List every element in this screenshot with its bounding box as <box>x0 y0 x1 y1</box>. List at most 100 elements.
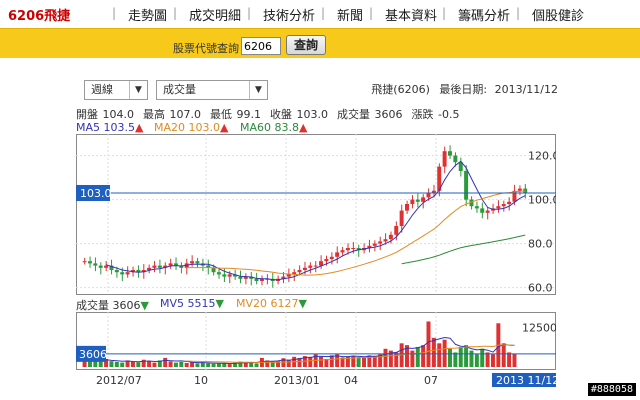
candle-body <box>431 190 436 193</box>
ohlc-summary: 開盤 104.0 最高 107.0 最低 99.1 收盤 103.0 成交量 3… <box>76 106 459 122</box>
candle-body <box>464 171 469 200</box>
grid <box>76 134 556 370</box>
close-value: 103.0 <box>296 108 329 121</box>
candle-body <box>168 263 173 266</box>
candle-body <box>512 190 517 202</box>
ma20-line <box>186 190 526 276</box>
volume-bar <box>222 363 227 367</box>
query-bar: 股票代號查詢 查詢 <box>0 28 640 58</box>
candle-body <box>254 278 259 281</box>
candle-body <box>410 199 415 204</box>
candle-body <box>501 204 506 207</box>
candle-body <box>458 162 463 171</box>
volume-bar <box>474 354 479 367</box>
candle-body <box>216 272 221 275</box>
candle-body <box>453 155 458 163</box>
nav-stock-title[interactable]: 6206飛捷 <box>8 9 71 24</box>
nav-separator: | <box>321 6 326 20</box>
nav-fundamentals[interactable]: 基本資料 <box>385 9 438 24</box>
volume-label: 成交量 <box>337 108 370 121</box>
volume-bar <box>82 357 87 367</box>
up-arrow-icon: ▲ <box>135 121 144 134</box>
x-tick-label: 10 <box>194 374 208 387</box>
mv5-value: 5515 <box>187 297 216 310</box>
candle-body <box>340 250 345 253</box>
indicator-select[interactable]: 成交量 ▼ <box>156 80 268 100</box>
volume-bar <box>104 358 109 367</box>
ma5-label: MA5 <box>76 121 101 134</box>
ma60-label: MA60 <box>240 121 272 134</box>
current-date-tag <box>492 373 556 387</box>
nav-trades[interactable]: 成交明細 <box>189 9 242 24</box>
nav-trend[interactable]: 走勢圖 <box>128 9 168 24</box>
candle-body <box>286 274 291 277</box>
period-select[interactable]: 週線 ▼ <box>84 80 148 100</box>
candle-body <box>480 208 485 213</box>
low-value: 99.1 <box>236 108 262 121</box>
volume-bar <box>238 361 243 367</box>
volume-bar <box>410 350 415 367</box>
volume-bar <box>480 348 485 367</box>
mv20-line <box>186 344 515 363</box>
candle-body <box>469 199 474 207</box>
stock-code-input[interactable] <box>241 37 281 55</box>
candle-body <box>114 270 119 273</box>
volume-bar <box>308 356 313 367</box>
candle-body <box>136 270 141 273</box>
volume-bar <box>270 361 275 367</box>
nav-technical[interactable]: 技術分析 <box>263 9 316 24</box>
x-tick-label: 2013/01 <box>274 374 320 387</box>
volume-bar <box>388 350 393 367</box>
volume-bar <box>141 359 146 367</box>
volume-bar <box>324 358 329 367</box>
nav-separator: | <box>247 6 252 20</box>
ma5-line <box>106 160 526 281</box>
candle-body <box>206 265 211 268</box>
candle-body <box>238 276 243 279</box>
volume-value: 3606 <box>374 108 403 121</box>
ma5-indicator: MA5 103.5▲ <box>76 121 143 134</box>
candles <box>82 145 528 288</box>
ma60-line <box>401 234 526 265</box>
low-label: 最低 <box>210 108 232 121</box>
x-tick-label: 2012/07 <box>96 374 142 387</box>
volume-bar <box>195 363 200 367</box>
mv5-indicator: MV5 5515▼ <box>160 297 224 310</box>
candle-body <box>227 274 232 277</box>
mv20-label: MV20 <box>236 297 268 310</box>
volume-bar <box>329 355 334 367</box>
stock-chart[interactable]: 120.0 100.0 80.0 60.0 12500 2012/07 10 2013/01 0… <box>76 134 556 394</box>
candle-body <box>329 256 334 259</box>
candle-body <box>302 267 307 270</box>
volume-bar <box>281 358 286 367</box>
mv5-line <box>106 336 515 365</box>
vol-label: 成交量 <box>76 299 109 312</box>
query-label: 股票代號查詢 <box>173 42 239 55</box>
nav-news[interactable]: 新聞 <box>337 9 364 24</box>
candle-body <box>259 278 264 281</box>
indicator-select-value: 成交量 <box>163 83 196 96</box>
volume-bar <box>297 357 302 367</box>
volume-bar <box>421 345 426 367</box>
volume-bar <box>130 361 135 367</box>
top-nav: 6206飛捷 | 走勢圖 | 成交明細 | 技術分析 | 新聞 | 基本資料 |… <box>0 0 640 28</box>
volume-bar <box>173 362 178 367</box>
candle-body <box>190 261 195 264</box>
volume-bar <box>147 361 152 367</box>
volume-bar <box>152 362 157 367</box>
candle-body <box>335 252 340 257</box>
nav-chips[interactable]: 籌碼分析 <box>458 9 511 24</box>
candle-body <box>163 265 168 268</box>
volume-bar <box>405 345 409 367</box>
candle-body <box>179 265 184 268</box>
nav-health[interactable]: 個股健診 <box>532 9 585 24</box>
candle-body <box>211 267 216 273</box>
volume-bar <box>356 357 361 367</box>
candle-body <box>447 151 452 156</box>
current-volume-label: 3606 <box>79 348 107 361</box>
ma60-value: 83.8 <box>274 121 300 134</box>
query-button[interactable]: 查詢 <box>286 35 326 55</box>
ma20-value: 103.0 <box>188 121 221 134</box>
candle-body <box>367 245 372 248</box>
volume-bar <box>426 321 431 367</box>
